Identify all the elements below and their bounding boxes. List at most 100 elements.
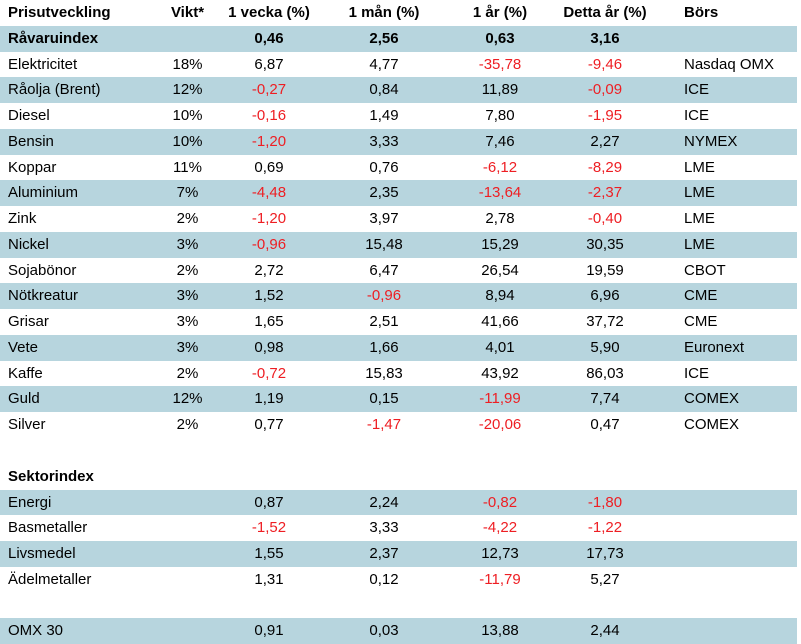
table-row-zink: Zink 2% -1,20 3,97 2,78 -0,40 LME xyxy=(0,206,797,232)
table-row-basmetaller: Basmetaller -1,52 3,33 -4,22 -1,22 xyxy=(0,515,797,541)
cell-ar: 8,94 xyxy=(485,287,515,305)
cell-ar: 7,46 xyxy=(485,132,515,150)
cell-detta: -0,09 xyxy=(587,81,623,99)
cell-detta: -1,95 xyxy=(587,107,623,125)
cell-name: Vete xyxy=(8,338,39,356)
cell-vikt: 3% xyxy=(176,235,199,253)
cell-name: Kaffe xyxy=(8,364,43,382)
cell-ar: 41,66 xyxy=(481,313,519,331)
cell-vikt xyxy=(160,26,215,52)
cell-man xyxy=(323,593,445,619)
cell-ar: 7,80 xyxy=(485,107,515,125)
cell-bors xyxy=(655,618,797,644)
cell-bors xyxy=(655,515,797,541)
cell-name: Sojabönor xyxy=(8,261,77,279)
cell-bors: ICE xyxy=(684,81,710,99)
cell-vecka: -0,96 xyxy=(251,235,287,253)
cell-bors: COMEX xyxy=(684,390,740,408)
cell-detta: 5,27 xyxy=(590,570,620,588)
cell-name: Råvaruindex xyxy=(8,29,99,47)
cell-detta: 2,44 xyxy=(590,622,620,640)
cell-vecka: 1,65 xyxy=(254,313,284,331)
cell-vikt: 3% xyxy=(176,338,199,356)
cell-vikt: 3% xyxy=(176,313,199,331)
cell-ar: 15,29 xyxy=(481,235,519,253)
cell-bors: COMEX xyxy=(684,416,740,434)
cell-ar: -6,12 xyxy=(482,158,518,176)
cell-ar: -20,06 xyxy=(478,416,522,434)
cell-vecka: 1,19 xyxy=(254,390,284,408)
table-row-kaffe: Kaffe 2% -0,72 15,83 43,92 86,03 ICE xyxy=(0,361,797,387)
cell-detta: -0,40 xyxy=(587,210,623,228)
cell-ar: -13,64 xyxy=(478,184,522,202)
cell-detta: 7,74 xyxy=(590,390,620,408)
cell-ar: -35,78 xyxy=(478,55,522,73)
column-header-bors: Börs xyxy=(684,4,719,21)
cell-name: Nötkreatur xyxy=(8,287,79,305)
cell-ar xyxy=(445,464,555,490)
cell-man xyxy=(323,464,445,490)
cell-vecka: 0,69 xyxy=(254,158,284,176)
cell-man: 3,33 xyxy=(369,132,399,150)
cell-detta: 19,59 xyxy=(586,261,624,279)
cell-vikt: 12% xyxy=(172,390,203,408)
cell-vikt xyxy=(160,438,215,464)
column-header-vikt: Vikt* xyxy=(170,4,205,21)
cell-man: 3,97 xyxy=(369,210,399,228)
cell-vecka: -0,27 xyxy=(251,81,287,99)
cell-bors: Euronext xyxy=(684,338,745,356)
cell-ar: 4,01 xyxy=(485,338,515,356)
cell-detta: 2,27 xyxy=(590,132,620,150)
table-row-omx-30: OMX 30 0,91 0,03 13,88 2,44 xyxy=(0,618,797,644)
table-row-ädelmetaller: Ädelmetaller 1,31 0,12 -11,79 5,27 xyxy=(0,567,797,593)
cell-bors: CME xyxy=(684,313,718,331)
table-row-råolja-brent: Råolja (Brent) 12% -0,27 0,84 11,89 -0,09 ICE xyxy=(0,77,797,104)
cell-vecka: 0,46 xyxy=(254,29,284,47)
cell-name: Grisar xyxy=(8,313,49,331)
cell-vikt: 2% xyxy=(176,210,199,228)
cell-vikt: 11% xyxy=(173,158,202,176)
cell-vecka: 0,77 xyxy=(254,416,284,434)
cell-man: 4,77 xyxy=(369,55,399,73)
cell-vecka xyxy=(215,438,323,464)
cell-name: Guld xyxy=(8,390,40,408)
cell-bors xyxy=(655,438,797,464)
cell-vikt: 2% xyxy=(176,261,199,279)
table-row-livsmedel: Livsmedel 1,55 2,37 12,73 17,73 xyxy=(0,541,797,567)
header-row: Prisutveckling Vikt* 1 vecka (%) 1 mån (%) 1… xyxy=(0,0,797,26)
column-header-vecka: 1 vecka (%) xyxy=(228,4,310,21)
cell-detta: -2,37 xyxy=(587,184,623,202)
cell-bors xyxy=(655,490,797,516)
table-row-grisar: Grisar 3% 1,65 2,51 41,66 37,72 CME xyxy=(0,309,797,335)
cell-ar: 26,54 xyxy=(481,261,519,279)
cell-detta: 30,35 xyxy=(586,235,624,253)
cell-vikt xyxy=(160,515,215,541)
cell-bors xyxy=(655,593,797,619)
cell-ar: 11,89 xyxy=(481,81,519,99)
cell-man: 15,83 xyxy=(365,364,403,382)
cell-bors: CME xyxy=(684,287,718,305)
cell-vecka: 0,87 xyxy=(254,493,284,511)
cell-detta: 5,90 xyxy=(590,338,620,356)
cell-name: Koppar xyxy=(8,158,57,176)
cell-vecka: 0,98 xyxy=(254,338,284,356)
cell-vecka: 1,55 xyxy=(254,545,284,563)
cell-bors xyxy=(655,567,797,593)
cell-name: Livsmedel xyxy=(8,545,76,563)
cell-ar: 43,92 xyxy=(481,364,519,382)
cell-name: Råolja (Brent) xyxy=(8,81,101,99)
cell-vikt: 3% xyxy=(176,287,199,305)
spacer-row xyxy=(0,438,797,464)
cell-man: 1,49 xyxy=(369,107,399,125)
cell-vecka: -0,16 xyxy=(251,107,287,125)
cell-man: -0,96 xyxy=(366,287,402,305)
table-row-guld: Guld 12% 1,19 0,15 -11,99 7,74 COMEX xyxy=(0,386,797,413)
cell-vikt: 18% xyxy=(172,55,203,73)
cell-name: OMX 30 xyxy=(8,622,64,640)
cell-detta: 0,47 xyxy=(590,416,620,434)
table-row-elektricitet: Elektricitet 18% 6,87 4,77 -35,78 -9,46 Nasdaq… xyxy=(0,52,797,78)
cell-name: Zink xyxy=(8,210,37,228)
cell-bors xyxy=(655,541,797,567)
table-row-aluminium: Aluminium 7% -4,48 2,35 -13,64 -2,37 LME xyxy=(0,180,797,207)
cell-name: Basmetaller xyxy=(8,519,88,537)
